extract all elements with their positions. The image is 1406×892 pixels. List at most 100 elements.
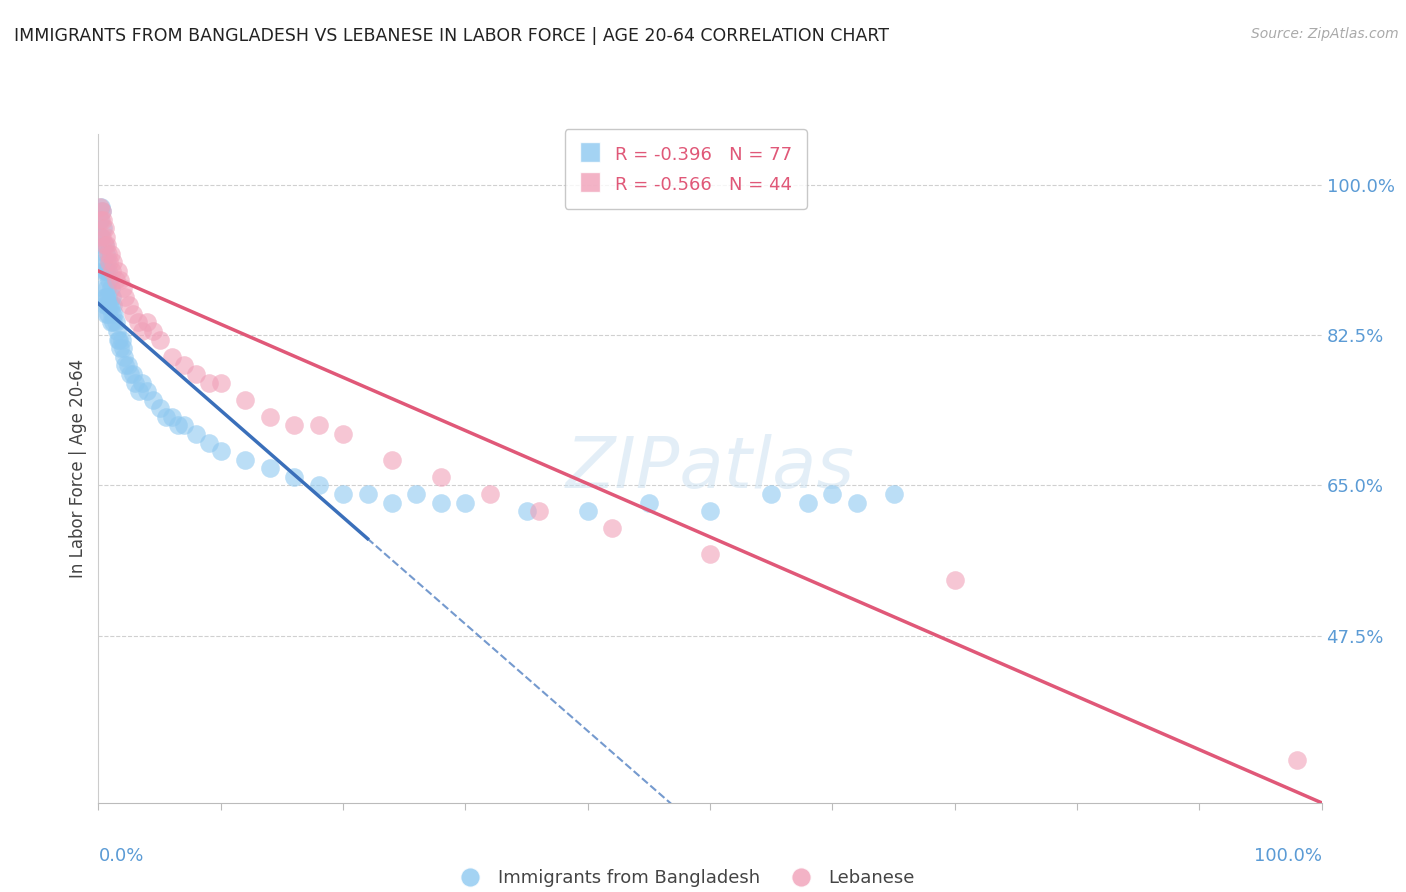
- Point: [454, 495, 477, 509]
- Point: [97, 290, 120, 304]
- Point: [89, 212, 111, 227]
- Point: [233, 392, 256, 407]
- Point: [478, 487, 501, 501]
- Point: [104, 272, 127, 286]
- Point: [128, 384, 150, 398]
- Point: [91, 264, 114, 278]
- Point: [98, 255, 121, 269]
- Point: [142, 392, 165, 407]
- Point: [101, 264, 124, 278]
- Point: [515, 504, 537, 518]
- Point: [91, 255, 114, 269]
- Point: [405, 487, 427, 501]
- Point: [103, 307, 125, 321]
- Point: [186, 427, 208, 442]
- Point: [131, 376, 153, 390]
- Point: [131, 324, 153, 338]
- Point: [197, 435, 219, 450]
- Point: [118, 298, 141, 312]
- Text: 100.0%: 100.0%: [1254, 847, 1322, 865]
- Point: [101, 298, 124, 312]
- Point: [91, 212, 114, 227]
- Point: [93, 298, 115, 312]
- Point: [104, 316, 127, 330]
- Point: [167, 418, 190, 433]
- Point: [155, 409, 177, 424]
- Point: [108, 333, 131, 347]
- Text: IMMIGRANTS FROM BANGLADESH VS LEBANESE IN LABOR FORCE | AGE 20-64 CORRELATION CH: IMMIGRANTS FROM BANGLADESH VS LEBANESE I…: [14, 27, 889, 45]
- Point: [233, 452, 256, 467]
- Point: [100, 298, 122, 312]
- Point: [209, 444, 232, 458]
- Point: [308, 478, 330, 492]
- Point: [110, 272, 132, 286]
- Point: [173, 418, 195, 433]
- Text: 0.0%: 0.0%: [98, 847, 143, 865]
- Point: [142, 324, 165, 338]
- Point: [160, 409, 183, 424]
- Point: [600, 521, 623, 535]
- Point: [136, 316, 159, 330]
- Point: [430, 470, 453, 484]
- Point: [91, 238, 114, 252]
- Point: [761, 487, 783, 501]
- Point: [100, 316, 122, 330]
- Point: [136, 384, 159, 398]
- Point: [699, 504, 721, 518]
- Point: [121, 367, 143, 381]
- Point: [821, 487, 844, 501]
- Point: [117, 359, 139, 373]
- Point: [381, 452, 404, 467]
- Point: [107, 264, 129, 278]
- Point: [101, 290, 124, 304]
- Point: [149, 333, 172, 347]
- Point: [332, 427, 354, 442]
- Point: [356, 487, 378, 501]
- Point: [1286, 753, 1309, 767]
- Point: [96, 298, 118, 312]
- Y-axis label: In Labor Force | Age 20-64: In Labor Force | Age 20-64: [69, 359, 87, 578]
- Point: [259, 461, 281, 475]
- Point: [111, 341, 134, 355]
- Point: [107, 333, 129, 347]
- Point: [943, 573, 966, 587]
- Point: [91, 204, 114, 219]
- Point: [90, 200, 112, 214]
- Point: [101, 316, 124, 330]
- Point: [96, 281, 118, 295]
- Text: Source: ZipAtlas.com: Source: ZipAtlas.com: [1251, 27, 1399, 41]
- Point: [209, 376, 232, 390]
- Point: [96, 255, 118, 269]
- Point: [283, 418, 305, 433]
- Point: [114, 359, 136, 373]
- Point: [332, 487, 354, 501]
- Point: [883, 487, 905, 501]
- Point: [93, 221, 115, 235]
- Point: [94, 264, 117, 278]
- Point: [110, 341, 132, 355]
- Point: [127, 316, 149, 330]
- Point: [90, 229, 112, 244]
- Point: [101, 255, 124, 269]
- Point: [98, 272, 121, 286]
- Point: [91, 229, 114, 244]
- Point: [93, 238, 115, 252]
- Point: [93, 264, 115, 278]
- Point: [120, 367, 142, 381]
- Point: [93, 290, 115, 304]
- Point: [124, 376, 146, 390]
- Point: [97, 307, 120, 321]
- Point: [845, 495, 868, 509]
- Point: [381, 495, 404, 509]
- Point: [93, 238, 115, 252]
- Point: [89, 200, 111, 214]
- Point: [186, 367, 208, 381]
- Point: [149, 401, 172, 416]
- Point: [160, 350, 183, 364]
- Point: [112, 350, 135, 364]
- Point: [94, 307, 117, 321]
- Point: [430, 495, 453, 509]
- Point: [94, 229, 117, 244]
- Text: ZIPatlas: ZIPatlas: [565, 434, 855, 503]
- Point: [98, 298, 121, 312]
